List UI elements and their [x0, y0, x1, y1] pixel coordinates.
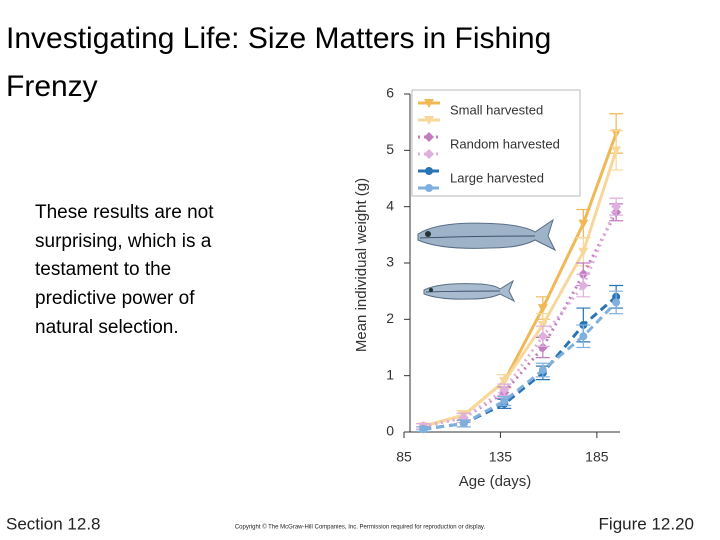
series-line [423, 295, 618, 431]
data-point [500, 397, 509, 406]
body-line: predictive power of [35, 288, 195, 309]
series-line [422, 206, 618, 428]
x-tick-label: 85 [396, 449, 412, 465]
data-point [537, 320, 548, 330]
body-line: These results are not [35, 202, 214, 223]
y-tick-label: 4 [386, 197, 394, 213]
legend-marker [425, 184, 433, 192]
body-line: testament to the [35, 259, 171, 280]
data-point [538, 366, 547, 375]
legend-box [411, 89, 581, 197]
legend-marker [424, 116, 434, 125]
y-tick-label: 6 [386, 85, 394, 101]
fish-large [417, 218, 557, 252]
data-point [612, 298, 621, 307]
y-tick-label: 5 [386, 141, 394, 157]
footer-right: Figure 12.20 [599, 514, 694, 533]
series-line [423, 301, 618, 431]
y-axis-label: Mean individual weight (g) [353, 178, 370, 352]
legend-label: Random harvested [450, 136, 560, 151]
data-point [459, 419, 468, 428]
y-tick-label: 2 [386, 310, 394, 326]
data-point [578, 219, 589, 229]
data-point [611, 201, 622, 212]
series-line [422, 149, 618, 428]
data-point [537, 342, 548, 353]
data-point [499, 384, 510, 395]
title-line: Frenzy [6, 70, 98, 103]
data-point [611, 146, 622, 156]
y-tick-label: 3 [386, 254, 394, 270]
title-line: Investigating Life: Size Matters in Fish… [6, 22, 551, 55]
legend-marker [425, 167, 433, 175]
legend-label: Small harvested [450, 102, 543, 117]
legend-marker [424, 99, 434, 108]
data-point [579, 332, 588, 341]
data-point [419, 425, 428, 434]
data-point [499, 377, 510, 387]
data-point [578, 280, 589, 291]
data-point [578, 247, 589, 257]
footer-center: Copyright © The McGraw-Hill Companies, I… [235, 524, 486, 531]
body-line: natural selection. [35, 317, 179, 338]
legend-marker [424, 132, 434, 142]
y-tick-label: 1 [386, 366, 394, 382]
x-tick-label: 185 [585, 449, 609, 465]
x-axis-label: Age (days) [459, 473, 532, 490]
y-tick-label: 0 [386, 423, 394, 439]
footer-left: Section 12.8 [6, 514, 101, 533]
legend-label: Large harvested [450, 170, 544, 185]
data-point [537, 331, 548, 342]
body-line: surprising, which is a [35, 231, 212, 252]
x-tick-label: 135 [489, 449, 513, 465]
fish-small [423, 279, 516, 303]
data-point [537, 304, 548, 314]
legend-marker [424, 149, 434, 159]
